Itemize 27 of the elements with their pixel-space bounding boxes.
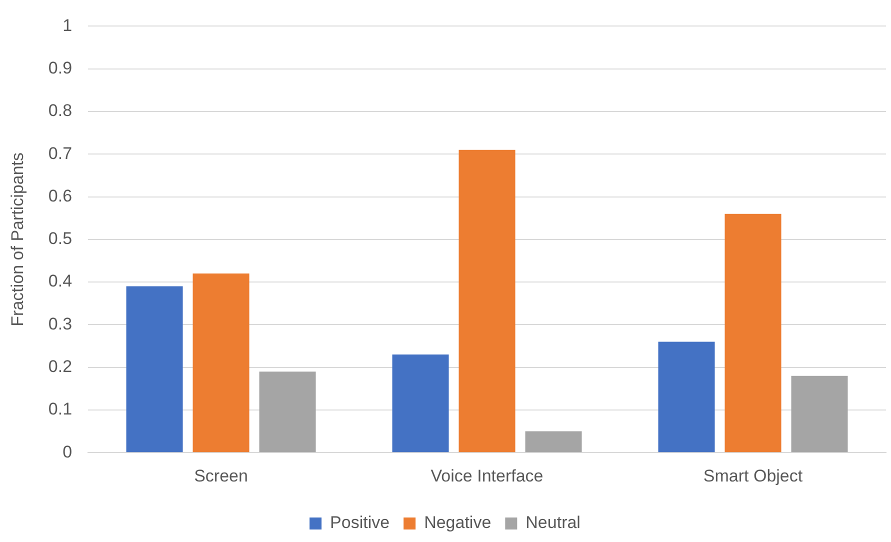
x-tick-label: Smart Object [703,466,803,486]
bar [791,376,848,452]
bar [458,150,516,452]
x-tick-label: Screen [194,466,248,486]
bar [525,431,582,452]
y-tick-label: 0.7 [48,144,72,163]
bar [259,372,316,452]
bar [192,274,250,452]
bar [658,342,715,452]
y-tick-label: 1 [62,16,72,35]
y-tick-label: 0.5 [48,229,72,248]
y-tick-label: 0.8 [48,101,72,120]
y-tick-label: 0.2 [48,357,72,376]
legend-label: Negative [424,513,492,532]
legend-label: Positive [330,513,390,532]
legend-label: Neutral [526,513,580,532]
y-tick-label: 0.9 [48,58,72,78]
y-tick-label: 0.4 [48,272,72,291]
bar [126,286,183,452]
bar [724,214,782,452]
y-axis-title: Fraction of Participants [8,152,27,326]
x-tick-label: Voice Interface [430,466,544,486]
y-tick-label: 0 [62,442,72,462]
y-tick-label: 0.3 [48,314,72,334]
y-tick-label: 0.1 [48,400,72,419]
y-tick-label: 0.6 [48,186,72,206]
bar [392,354,449,452]
